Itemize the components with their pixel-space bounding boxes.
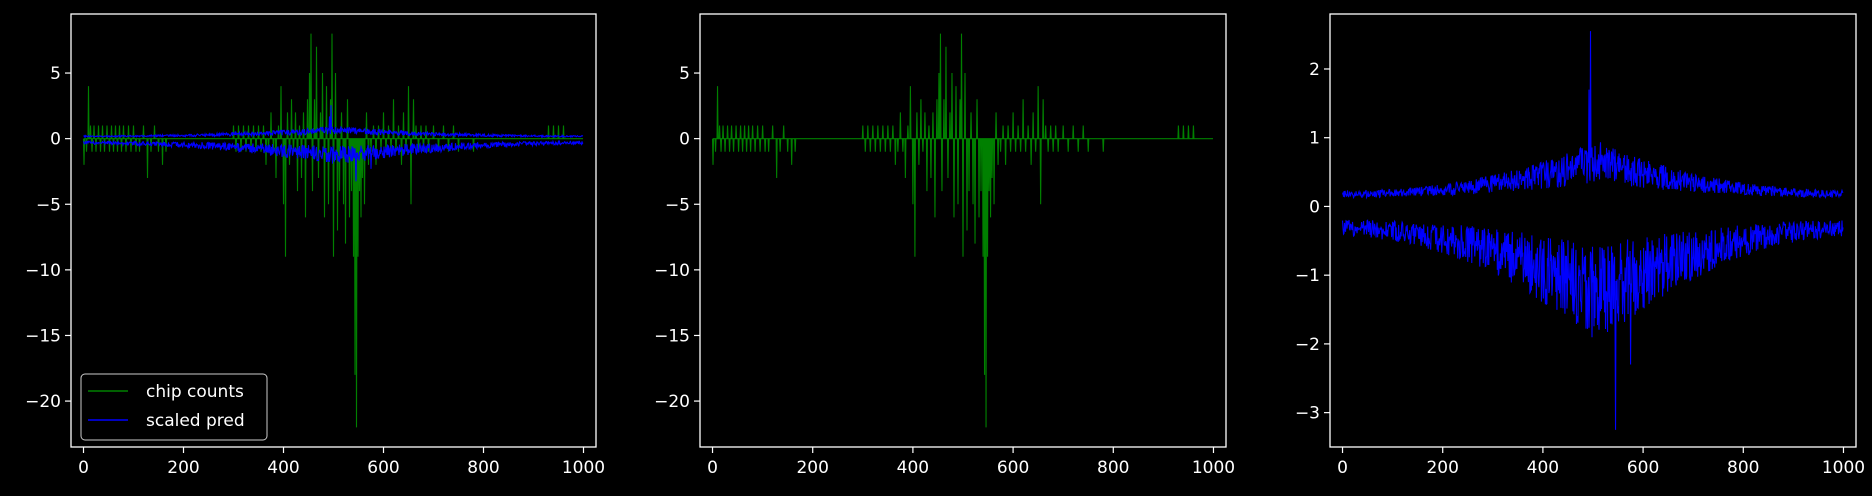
x-tick-label: 1000: [562, 458, 605, 478]
y-tick-label: −10: [25, 261, 61, 281]
x-tick-label: 200: [167, 458, 199, 478]
x-tick-label: 1000: [1822, 458, 1865, 478]
series-line-series-1-upper-3: [1341, 31, 1844, 200]
ticks-1: 0 200 400 600 800 1000 5 0 −5 −10 −15 −20: [25, 64, 605, 478]
legend: chip counts scaled pred: [80, 373, 268, 441]
x-tick-label: 400: [897, 458, 929, 478]
chart-2: 0 200 400 600 800 1000 5 0 −5 −10 −15 −20: [654, 13, 1235, 478]
legend-label-chip-counts: chip counts: [146, 382, 244, 402]
plot-area-2: [711, 33, 1213, 428]
x-tick-label: 0: [1337, 458, 1348, 478]
y-tick-label: 0: [679, 130, 690, 150]
ticks-2: 0 200 400 600 800 1000 5 0 −5 −10 −15 −20: [654, 64, 1235, 478]
y-tick-label: −15: [25, 326, 61, 346]
x-tick-label: 0: [707, 458, 718, 478]
chart-1: 0 200 400 600 800 1000 5 0 −5 −10 −15 −20 chip coun…: [25, 13, 605, 478]
x-tick-label: 800: [1097, 458, 1129, 478]
y-tick-label: 0: [50, 130, 61, 150]
y-tick-label: −1: [1295, 266, 1320, 286]
y-tick-label: −20: [654, 392, 690, 412]
legend-label-scaled-pred: scaled pred: [146, 411, 245, 431]
series-line-scaled-pred-upper-1: [83, 105, 584, 139]
y-tick-label: 0: [1309, 197, 1320, 217]
ticks-3: 0 200 400 600 800 1000 2 1 0 −1 −2 −3: [1295, 60, 1865, 478]
series-line-series-1-2: [711, 33, 1213, 428]
x-tick-label: 1000: [1192, 458, 1235, 478]
y-tick-label: −3: [1295, 404, 1320, 424]
x-tick-label: 600: [1627, 458, 1659, 478]
x-tick-label: 400: [267, 458, 299, 478]
y-tick-label: −15: [654, 326, 690, 346]
y-tick-label: −10: [654, 261, 690, 281]
y-tick-label: −5: [665, 195, 690, 215]
series-line-chip-counts-1: [82, 33, 583, 428]
y-tick-label: 2: [1309, 60, 1320, 80]
y-tick-label: 1: [1309, 129, 1320, 149]
x-tick-label: 600: [997, 458, 1029, 478]
plot-area-1: [82, 33, 584, 428]
x-tick-label: 0: [78, 458, 89, 478]
y-tick-label: 5: [50, 64, 61, 84]
x-tick-label: 200: [1426, 458, 1458, 478]
x-tick-label: 800: [467, 458, 499, 478]
y-tick-label: −20: [25, 392, 61, 412]
y-tick-label: 5: [679, 64, 690, 84]
series-line-series-1-lower-3: [1341, 219, 1844, 430]
x-tick-label: 600: [367, 458, 399, 478]
x-tick-label: 200: [796, 458, 828, 478]
y-tick-label: −2: [1295, 335, 1320, 355]
axes-frame-2: [699, 13, 1227, 448]
series-line-scaled-pred-lower-1: [82, 139, 584, 182]
chart-3: 0 200 400 600 800 1000 2 1 0 −1 −2 −3: [1295, 13, 1865, 478]
x-tick-label: 400: [1527, 458, 1559, 478]
axes-frame-1: [70, 13, 597, 448]
y-tick-label: −5: [36, 195, 61, 215]
plot-area-3: [1341, 31, 1844, 430]
axes-frame-3: [1329, 13, 1857, 448]
x-tick-label: 800: [1727, 458, 1759, 478]
